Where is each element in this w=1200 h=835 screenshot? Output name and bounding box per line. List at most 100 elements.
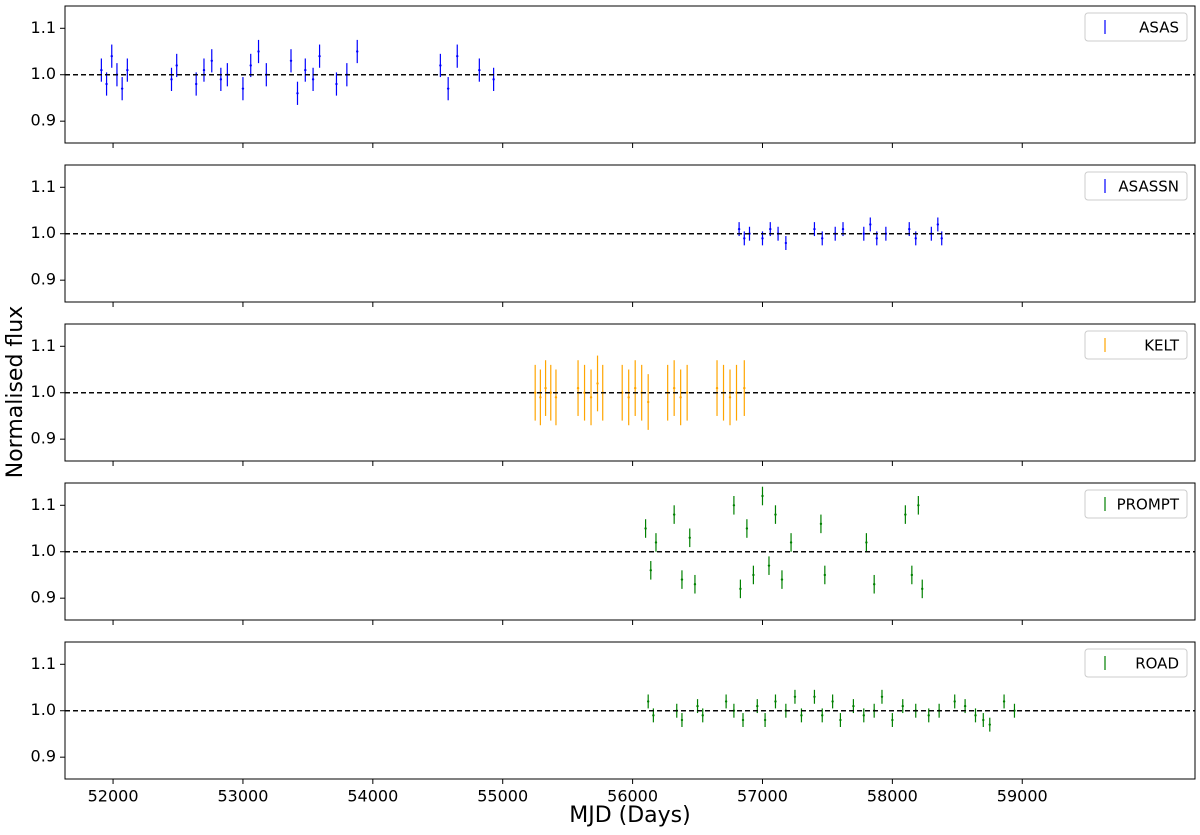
data-point [901, 704, 904, 708]
data-point [289, 59, 293, 62]
data-point [774, 700, 777, 703]
data-point [296, 92, 299, 95]
data-point [257, 50, 260, 53]
x-tick-label: 52000 [88, 787, 139, 806]
data-point [456, 54, 459, 58]
data-point [170, 78, 173, 81]
x-tick-label: 56000 [607, 787, 658, 806]
data-point [646, 700, 650, 703]
data-point [821, 237, 824, 240]
data-point [549, 391, 552, 394]
data-point [696, 704, 699, 708]
data-point [652, 714, 655, 717]
y-tick-label: 0.9 [31, 747, 56, 766]
legend-box [1084, 489, 1188, 519]
data-point [210, 59, 213, 62]
data-point [739, 587, 742, 591]
y-tick-label: 0.9 [31, 111, 56, 130]
y-tick-label: 0.9 [31, 588, 56, 607]
data-point [813, 695, 816, 698]
y-tick-label: 1.1 [31, 18, 56, 37]
data-point [784, 241, 788, 245]
data-point [921, 587, 924, 591]
data-point [596, 382, 599, 385]
data-point [100, 68, 103, 72]
data-point [852, 704, 855, 708]
data-point [821, 714, 824, 717]
data-point [194, 82, 198, 86]
data-point [105, 82, 108, 86]
y-tick-label: 1.1 [31, 177, 56, 196]
x-tick-label: 57000 [737, 787, 788, 806]
data-point [774, 513, 777, 516]
data-point [940, 237, 943, 240]
legend-label: PROMPT [1117, 496, 1180, 514]
data-point [589, 396, 593, 399]
data-point [715, 386, 719, 390]
x-tick-label: 58000 [867, 787, 918, 806]
data-point [800, 714, 803, 717]
data-point [953, 700, 956, 703]
data-point [672, 386, 676, 390]
data-point [680, 578, 684, 581]
y-tick-label: 1.1 [31, 654, 56, 673]
data-point [813, 227, 816, 231]
data-point [741, 718, 745, 722]
data-point [769, 227, 772, 231]
data-point [539, 396, 542, 399]
data-point [743, 386, 746, 390]
data-point [533, 391, 537, 394]
data-point [831, 700, 834, 703]
data-point [311, 78, 315, 81]
data-point [544, 386, 547, 390]
data-point [110, 54, 113, 58]
data-point [356, 50, 359, 53]
x-axis-label: MJD (Days) [569, 803, 690, 828]
data-point [982, 718, 985, 722]
data-point [492, 78, 495, 81]
y-tick-label: 1.0 [31, 382, 56, 401]
legend-box [1084, 330, 1188, 360]
legend-label: ASAS [1139, 19, 1179, 37]
data-point [914, 237, 917, 240]
data-point [839, 718, 842, 722]
y-axis-label: Normalised flux [3, 306, 28, 479]
legend-label: KELT [1144, 337, 1180, 355]
data-point [724, 700, 728, 703]
legend-box [1084, 648, 1188, 678]
data-point [963, 704, 967, 708]
data-point [732, 504, 736, 507]
legend-box [1084, 171, 1188, 201]
y-tick-label: 0.9 [31, 270, 56, 289]
data-point [875, 237, 878, 240]
data-point [917, 504, 920, 507]
data-point [446, 87, 450, 90]
data-point [761, 494, 764, 498]
data-point [865, 541, 868, 544]
data-point [756, 704, 759, 708]
data-point [202, 68, 206, 72]
data-point [763, 718, 767, 722]
y-tick-label: 1.1 [31, 336, 56, 355]
data-point [780, 578, 784, 581]
legend-box [1084, 12, 1188, 42]
y-tick-label: 1.0 [31, 700, 56, 719]
data-point [627, 396, 630, 399]
data-point [318, 54, 321, 58]
data-point [872, 583, 876, 586]
y-tick-label: 1.0 [31, 541, 56, 560]
data-point [745, 527, 749, 530]
data-point [241, 87, 245, 90]
data-point [672, 513, 676, 516]
data-point [554, 396, 558, 399]
data-point [862, 232, 865, 235]
data-point [823, 573, 827, 577]
data-point [910, 573, 914, 577]
x-tick-label: 53000 [217, 787, 268, 806]
data-point [737, 227, 741, 231]
data-point [927, 714, 930, 717]
y-tick-label: 1.0 [31, 64, 56, 83]
data-point [693, 583, 697, 586]
data-point [478, 68, 481, 72]
